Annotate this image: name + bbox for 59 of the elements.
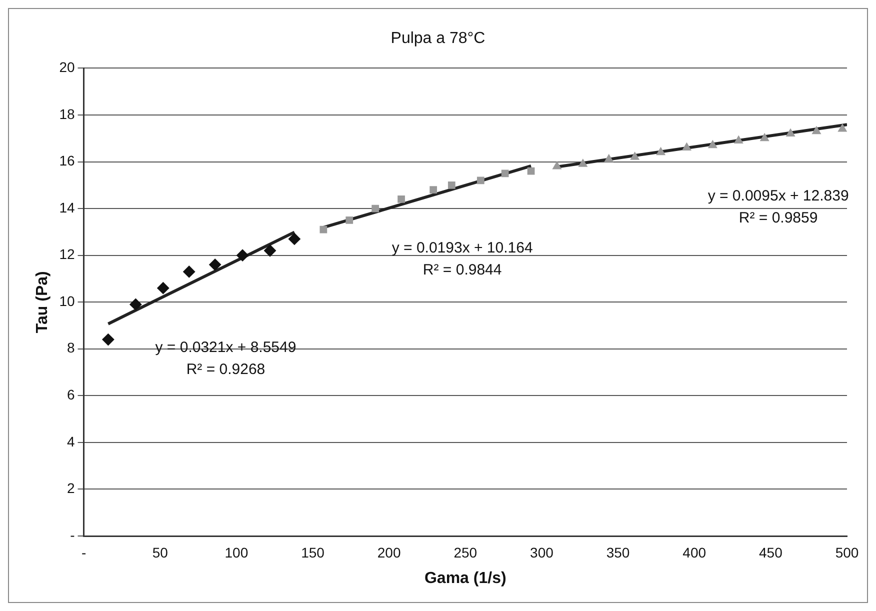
x-tick-label: 350 — [606, 544, 630, 560]
point — [501, 170, 509, 178]
point — [130, 298, 142, 310]
point — [346, 216, 354, 224]
point — [604, 154, 614, 162]
y-tick-label: 20 — [59, 59, 75, 76]
point — [812, 126, 821, 134]
y-tick-label: 10 — [59, 292, 75, 309]
y-tick-label: - — [70, 526, 76, 543]
point — [578, 159, 588, 167]
y-tick-label: 4 — [66, 433, 75, 450]
y-tick-label: 16 — [59, 152, 75, 169]
y-tick-label: 12 — [59, 246, 75, 262]
x-tick-label: - — [81, 544, 86, 560]
annotation: R² = 0.9859 — [738, 210, 818, 227]
annotation: y = 0.0095x + 12.839 — [708, 188, 849, 205]
point — [682, 142, 692, 150]
point — [448, 181, 456, 189]
y-tick-label: 6 — [66, 386, 75, 403]
point — [288, 232, 300, 245]
x-tick-label: 400 — [682, 544, 706, 560]
x-tick-label: 500 — [835, 544, 859, 560]
point — [209, 258, 222, 271]
point — [236, 249, 249, 262]
x-tick-label: 150 — [301, 544, 325, 560]
annotation: R² = 0.9844 — [422, 261, 502, 278]
point — [264, 244, 276, 257]
point — [320, 226, 328, 234]
point — [398, 196, 405, 203]
point — [157, 282, 170, 294]
point — [734, 136, 744, 144]
point — [786, 128, 795, 136]
x-tick-label: 450 — [759, 544, 783, 560]
point — [760, 133, 769, 142]
point — [656, 147, 666, 156]
point — [630, 152, 640, 160]
x-axis-title: Gama (1/s) — [424, 570, 506, 587]
point — [183, 266, 196, 278]
x-tick-label: 200 — [377, 544, 401, 560]
y-axis-title: Tau (Pa) — [34, 271, 52, 334]
point — [372, 204, 380, 212]
x-tick-label: 250 — [454, 544, 478, 560]
point — [476, 176, 484, 184]
annotation: R² = 0.9268 — [186, 361, 266, 378]
point — [527, 167, 535, 175]
point — [708, 140, 718, 148]
point — [102, 334, 114, 346]
chart-title: Pulpa a 78°C — [390, 30, 486, 48]
annotation: y = 0.0193x + 10.164 — [392, 239, 533, 256]
x-tick-label: 100 — [224, 544, 248, 560]
y-tick-label: 14 — [59, 199, 75, 216]
point — [838, 124, 847, 132]
y-tick-label: 2 — [66, 480, 75, 496]
x-tick-label: 300 — [530, 544, 554, 560]
y-tick-label: 18 — [59, 106, 75, 122]
point — [430, 186, 438, 194]
y-tick-label: 8 — [66, 340, 75, 356]
x-tick-label: 50 — [152, 544, 168, 560]
point — [552, 161, 562, 170]
